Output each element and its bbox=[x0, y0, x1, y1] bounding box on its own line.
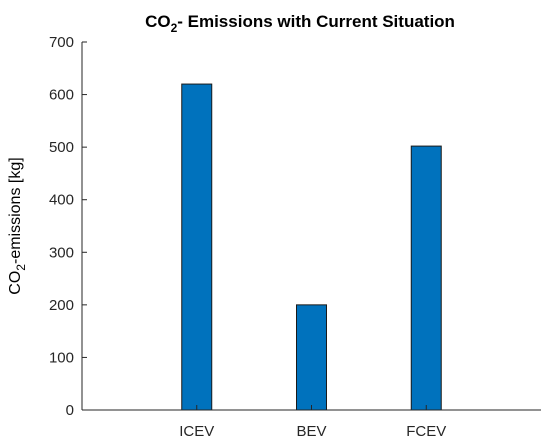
x-tick-label: BEV bbox=[296, 423, 326, 440]
y-axis-label-main: CO bbox=[7, 271, 24, 295]
y-tick-label: 300 bbox=[49, 244, 74, 261]
y-axis-ticks: 0 100 200 300 400 500 600 700 bbox=[49, 34, 87, 419]
chart-title-main: CO bbox=[145, 12, 171, 31]
x-tick-label: FCEV bbox=[406, 423, 446, 440]
y-tick-label: 400 bbox=[49, 192, 74, 209]
bar-fcev bbox=[410, 145, 442, 411]
chart-title-rest: - Emissions with Current Situation bbox=[177, 12, 455, 31]
y-tick-label: 100 bbox=[49, 349, 74, 366]
x-axis-ticks: ICEV BEV FCEV bbox=[179, 405, 446, 440]
y-axis-label-subscript: 2 bbox=[14, 264, 28, 271]
chart-title: CO2- Emissions with Current Situation bbox=[145, 12, 455, 35]
y-axis-label: CO2-emissions [kg] bbox=[7, 157, 28, 294]
bars bbox=[150, 83, 473, 411]
bar-icev bbox=[181, 83, 213, 411]
y-axis-label-rest: -emissions [kg] bbox=[7, 157, 24, 264]
y-tick-label: 600 bbox=[49, 87, 74, 104]
x-tick-label: ICEV bbox=[179, 423, 214, 440]
y-tick-label: 700 bbox=[49, 34, 74, 51]
chart-title-subscript: 2 bbox=[171, 21, 178, 35]
y-tick-label: 500 bbox=[49, 139, 74, 156]
y-tick-label: 0 bbox=[66, 402, 74, 419]
bar-bev bbox=[296, 304, 327, 411]
y-tick-label: 200 bbox=[49, 297, 74, 314]
